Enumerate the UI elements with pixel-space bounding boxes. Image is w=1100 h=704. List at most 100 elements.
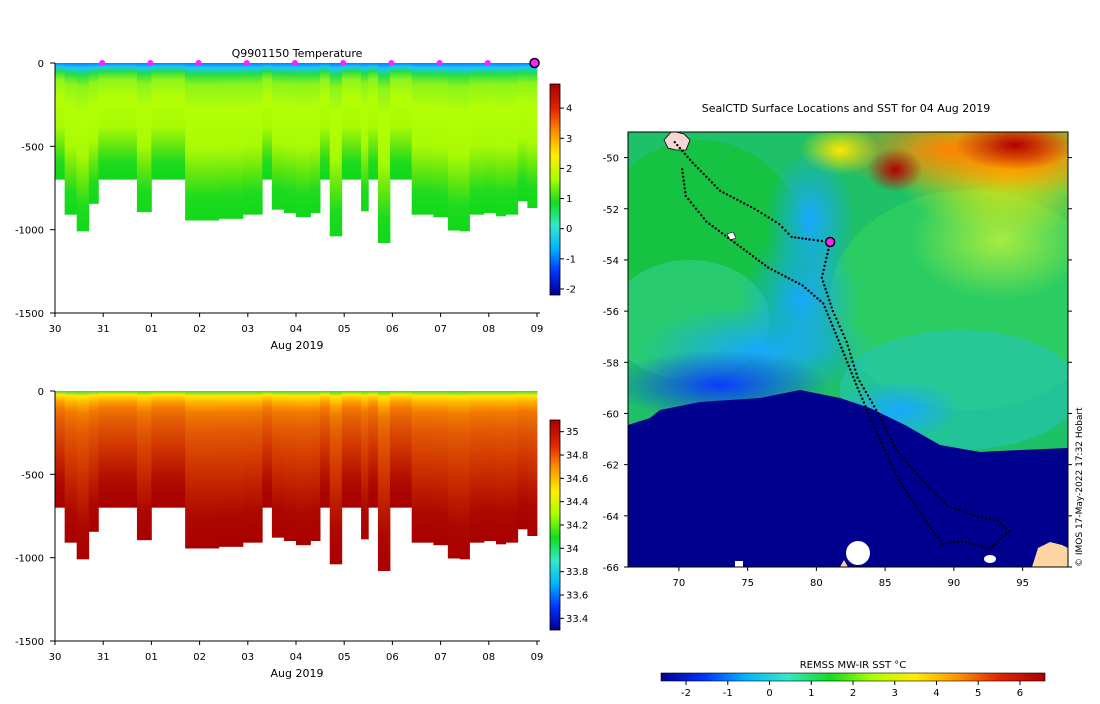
sst-colorbar-tick-label: 5 [975,688,981,699]
salinity-y-ticks: 0 -500 -1000 -1500 [15,387,55,648]
profile-column [218,63,244,219]
profile-column [411,391,434,543]
track-point [749,205,753,209]
map-y-tick-label: -66 [603,563,619,574]
track-point [847,364,850,368]
track-point [778,222,781,226]
track-point [934,493,938,496]
track-point [676,143,679,147]
track-point [905,491,909,494]
track-point [984,546,987,550]
track-point [934,533,937,536]
track-point [812,238,815,242]
track-point [878,415,882,419]
track-point [682,179,685,182]
track-point [683,152,687,156]
track-point [733,241,736,244]
track-point [855,372,858,375]
profile-column [55,391,66,508]
track-point [965,511,968,515]
track-point [857,390,861,393]
track-point [846,344,850,348]
profile-column [310,391,321,541]
track-point [980,545,983,549]
map-y-tick-label: -50 [603,154,619,165]
track-point [835,335,839,338]
track-point [932,490,935,493]
track-point [730,238,733,242]
track-point [873,426,877,430]
profile-column [151,63,167,180]
track-point [810,292,813,295]
track-point [864,390,868,394]
track-point [981,516,984,519]
profile-column [517,391,528,530]
track-point [688,158,692,161]
surfacing-marker [292,60,298,66]
track-point [901,485,905,488]
track-point [969,513,972,516]
x-tick-label: 05 [338,652,351,663]
track-point [920,513,924,517]
track-point [797,236,800,240]
track-point [862,387,866,390]
track-point [889,437,892,440]
track-point [692,204,695,207]
profile-column [341,391,362,508]
track-point [893,444,896,447]
track-point [894,471,897,474]
track-point [739,200,742,203]
profile-column [320,391,331,508]
y-tick-label: 0 [38,387,44,398]
profile-column [242,391,263,543]
x-tick-label: 30 [49,324,62,335]
track-point [773,270,777,273]
track-point [914,504,917,507]
surfacing-marker [436,60,443,66]
map-axis-ticks: 70 75 80 85 90 95 -50 -52 -54 -56 -58 -60 -62 -64 -66 [603,154,1072,589]
track-point [825,309,828,313]
profile-column [283,391,297,541]
profile-column [459,391,470,560]
track-point [790,235,793,239]
track-point [837,339,840,342]
track-point [829,302,832,305]
surfacing-marker [195,60,202,66]
sst-colorbar-tick-label: 6 [1017,688,1023,699]
temperature-y-ticks: 0 -500 -1000 -1500 [15,59,55,320]
track-point [757,259,761,262]
track-point [852,364,856,367]
track-point [923,481,927,485]
salinity-colorbar-ticks: 35 34.8 34.6 34.4 34.2 34 33.8 33.6 33.4 [560,427,588,625]
track-point [894,448,898,451]
track-point [687,197,690,201]
track-point [680,167,684,171]
track-point [696,167,700,170]
track-point [754,257,758,260]
track-point [872,423,875,426]
profile-column [527,391,538,536]
x-tick-label: 02 [193,652,206,663]
track-point [826,295,830,298]
colorbar-tick-label: 33.4 [566,614,588,625]
sst-colorbar-tick-label: -2 [681,688,691,699]
x-tick-label: 31 [97,652,110,663]
track-point [683,183,686,186]
salinity-profiles [55,391,538,571]
track-point [964,541,968,544]
track-point [689,201,693,204]
track-point [828,298,831,302]
profile-column [469,63,485,215]
track-point [867,412,870,415]
track-point [720,231,724,235]
track-point [763,264,767,267]
track-point [825,291,828,294]
profile-column [341,63,362,180]
track-point [825,256,828,260]
track-point [694,164,697,167]
track-point [856,376,859,379]
track-point [697,210,700,214]
map-x-tick-label: 80 [810,578,823,589]
colorbar-tick-label: 34.2 [566,521,588,532]
sst-map-chart: SealCTD Surface Locations and SST for 04… [603,102,1085,699]
